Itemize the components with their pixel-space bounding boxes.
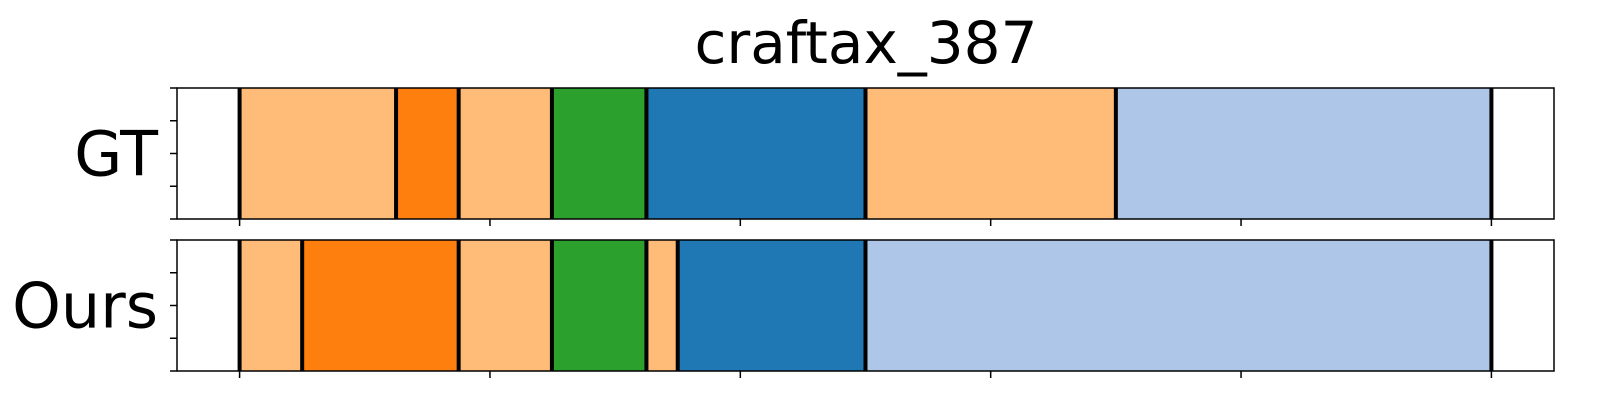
segment-3 (458, 240, 552, 371)
chart-title: craftax_387 (695, 9, 1038, 77)
segment-3 (458, 88, 552, 219)
segment-5 (646, 88, 866, 219)
segment-4 (551, 240, 647, 371)
segment-5 (646, 240, 678, 371)
segment-6 (865, 88, 1116, 219)
segment-7 (865, 240, 1492, 371)
segment-4 (551, 88, 647, 219)
row-label-ours: Ours (12, 270, 158, 343)
row-gt: GT (74, 87, 1555, 226)
segment-1 (239, 88, 397, 219)
segment-2 (302, 240, 459, 371)
row-label-gt: GT (74, 118, 159, 191)
segment-7 (1115, 88, 1492, 219)
segment-2 (396, 88, 459, 219)
row-ours: Ours (12, 239, 1555, 378)
segment-6 (677, 240, 866, 371)
segment-1 (239, 240, 303, 371)
chart-rows: GT Ours (12, 87, 1555, 378)
